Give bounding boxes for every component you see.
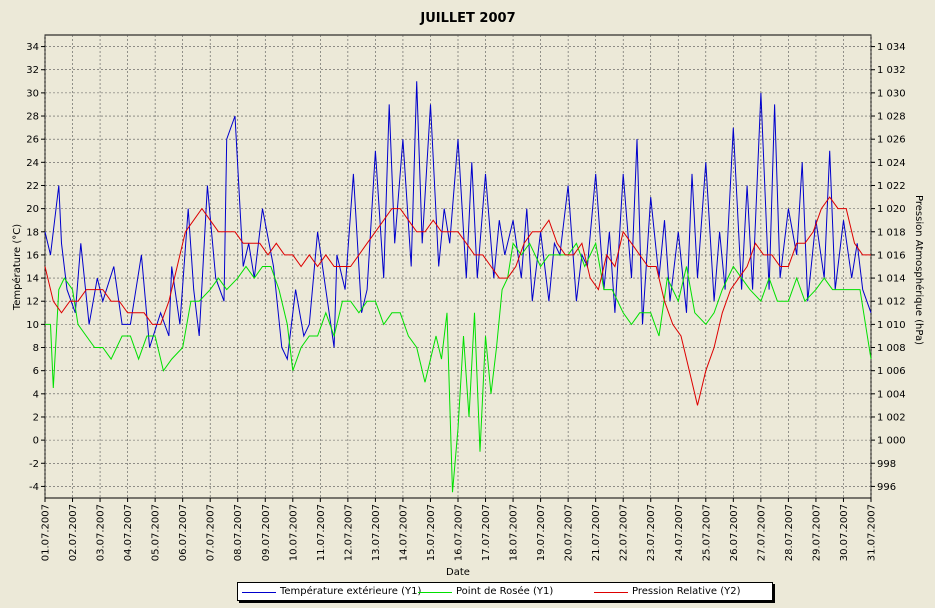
x-tick-label: 26.07.2007 <box>729 504 740 561</box>
legend-label-pressure: Pression Relative (Y2) <box>632 586 741 597</box>
legend-item-pressure: Pression Relative (Y2) <box>594 585 741 599</box>
y-left-tick-label: 28 <box>26 112 39 123</box>
x-tick-label: 05.07.2007 <box>151 504 162 561</box>
x-tick-label: 22.07.2007 <box>619 504 630 561</box>
y-right-tick-label: 1 032 <box>877 65 906 76</box>
y-left-label: Température (°C) <box>11 224 23 311</box>
x-tick-label: 01.07.2007 <box>41 504 52 561</box>
x-tick-label: 25.07.2007 <box>701 504 712 561</box>
y-left-tick-label: 16 <box>26 250 39 261</box>
x-tick-label: 12.07.2007 <box>343 504 354 561</box>
x-tick-label: 29.07.2007 <box>811 504 822 561</box>
y-right-tick-label: 1 014 <box>877 274 906 285</box>
y-left-tick-label: 26 <box>26 135 39 146</box>
y-right-tick-label: 1 010 <box>877 320 906 331</box>
legend-swatch-dewpoint <box>418 591 452 593</box>
x-tick-label: 31.07.2007 <box>867 504 878 561</box>
legend-swatch-pressure <box>594 591 628 593</box>
legend-label-dewpoint: Point de Rosée (Y1) <box>456 586 554 597</box>
y-right-tick-label: 1 008 <box>877 343 906 354</box>
legend-label-temperature: Température extérieure (Y1) <box>280 586 422 597</box>
y-right-tick-label: 1 018 <box>877 227 906 238</box>
x-tick-label: 23.07.2007 <box>646 504 657 561</box>
y-right-tick-label: 1 020 <box>877 204 906 215</box>
y-left-tick-label: 22 <box>26 181 39 192</box>
x-tick-label: 28.07.2007 <box>784 504 795 561</box>
y-right-tick-label: 1 026 <box>877 135 906 146</box>
y-right-tick-label: 1 034 <box>877 42 906 53</box>
y-right-tick-label: 1 016 <box>877 250 906 261</box>
y-right-tick-label: 1 012 <box>877 297 906 308</box>
y-right-tick-label: 1 006 <box>877 366 906 377</box>
legend: Température extérieure (Y1) Point de Ros… <box>237 582 773 601</box>
y-right-tick-label: 996 <box>877 482 896 493</box>
y-right-tick-label: 1 002 <box>877 412 906 423</box>
series-line-0 <box>44 81 872 361</box>
x-tick-label: 18.07.2007 <box>509 504 520 561</box>
x-tick-label: 10.07.2007 <box>288 504 299 561</box>
y-left-tick-label: -2 <box>29 459 39 470</box>
y-left-tick-label: 30 <box>26 88 39 99</box>
y-left-tick-label: 6 <box>33 366 39 377</box>
x-axis: 01.07.2007 02.07.2007 03.07.2007 04.07.2007… <box>41 498 878 561</box>
x-tick-label: 21.07.2007 <box>591 504 602 561</box>
y-right-tick-label: 1 000 <box>877 436 906 447</box>
x-tick-label: 07.07.2007 <box>206 504 217 561</box>
y-left-tick-label: 14 <box>26 274 39 285</box>
x-tick-label: 08.07.2007 <box>233 504 244 561</box>
x-tick-label: 20.07.2007 <box>564 504 575 561</box>
series-layer <box>44 81 872 493</box>
chart-title: JUILLET 2007 <box>419 11 515 26</box>
legend-swatch-temperature <box>242 591 276 593</box>
x-tick-label: 09.07.2007 <box>261 504 272 561</box>
grid <box>44 35 872 498</box>
x-tick-label: 06.07.2007 <box>178 504 189 561</box>
y-left-tick-label: 34 <box>26 42 39 53</box>
y-left-tick-label: 20 <box>26 204 39 215</box>
y-left-tick-label: 2 <box>33 412 39 423</box>
y-right-tick-label: 1 030 <box>877 88 906 99</box>
x-tick-label: 13.07.2007 <box>371 504 382 561</box>
x-tick-label: 19.07.2007 <box>536 504 547 561</box>
y-left-tick-label: 0 <box>33 436 39 447</box>
y-right-label: Pression Atmosphérique (hPa) <box>913 195 925 345</box>
y-left-tick-label: 32 <box>26 65 39 76</box>
y-right-tick-label: 1 028 <box>877 112 906 123</box>
y-left-tick-label: 4 <box>33 389 39 400</box>
y-left-tick-label: 24 <box>26 158 39 169</box>
x-tick-label: 03.07.2007 <box>96 504 107 561</box>
x-tick-label: 11.07.2007 <box>316 504 327 561</box>
legend-item-temperature: Température extérieure (Y1) <box>242 585 421 599</box>
x-tick-label: 17.07.2007 <box>481 504 492 561</box>
x-tick-label: 30.07.2007 <box>839 504 850 561</box>
x-tick-label: 14.07.2007 <box>398 504 409 561</box>
y-left-tick-label: -4 <box>29 482 39 493</box>
y-right-tick-label: 1 024 <box>877 158 906 169</box>
y-right-tick-label: 998 <box>877 459 896 470</box>
x-tick-label: 15.07.2007 <box>426 504 437 561</box>
x-tick-label: 27.07.2007 <box>756 504 767 561</box>
series-line-1 <box>45 241 872 493</box>
x-axis-label: Date <box>446 567 470 578</box>
y-left-tick-label: 8 <box>33 343 39 354</box>
y-left-tick-label: 12 <box>26 297 39 308</box>
series-line-2 <box>44 196 871 406</box>
y-left-tick-label: 18 <box>26 227 39 238</box>
x-tick-label: 02.07.2007 <box>68 504 79 561</box>
y-right-tick-label: 1 004 <box>877 389 906 400</box>
legend-item-dewpoint: Point de Rosée (Y1) <box>418 585 553 599</box>
x-tick-label: 16.07.2007 <box>454 504 465 561</box>
x-tick-label: 04.07.2007 <box>123 504 134 561</box>
y-right-axis: 1 034 1 032 1 030 1 028 1 026 1 024 1 022 1 020… <box>871 42 906 493</box>
y-right-tick-label: 1 022 <box>877 181 906 192</box>
x-tick-label: 24.07.2007 <box>674 504 685 561</box>
y-left-tick-label: 10 <box>26 320 39 331</box>
